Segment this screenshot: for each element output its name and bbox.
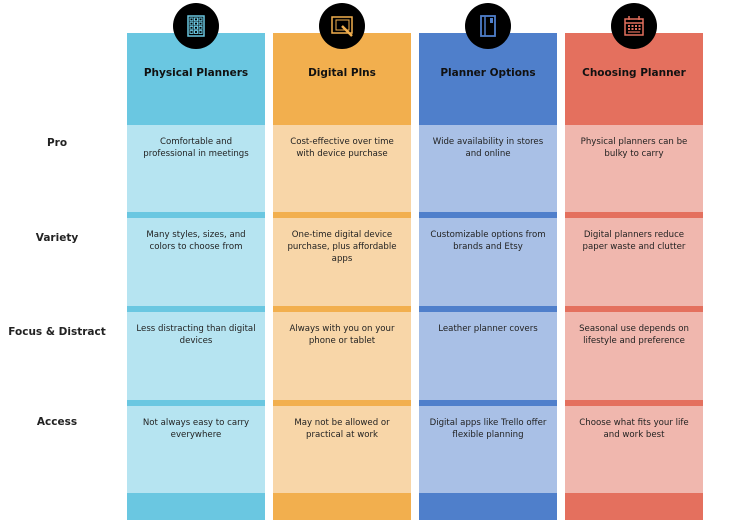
row-label-access: Access bbox=[36, 416, 78, 428]
row-divider bbox=[419, 400, 557, 406]
cell-text: Physical planners can be bulky to carry bbox=[580, 137, 688, 159]
table-cell: Choose what fits your life and work best bbox=[565, 406, 703, 493]
row-divider bbox=[273, 212, 411, 218]
column-physical-planners: Physical Planners Comfortable and profess… bbox=[127, 3, 265, 520]
cell-text: Less distracting than digital devices bbox=[136, 324, 256, 346]
row-divider bbox=[565, 400, 703, 406]
cell-text: Comfortable and professional in meetings bbox=[143, 137, 249, 159]
column-header: Physical Planners bbox=[127, 3, 265, 125]
row-divider bbox=[127, 212, 265, 218]
cell-text: Choose what fits your life and work best bbox=[579, 418, 689, 440]
column-choosing-planner: Choosing Planner Physical planners can be… bbox=[565, 3, 703, 520]
table-cell: Leather planner covers bbox=[419, 312, 557, 400]
notebook-icon bbox=[480, 15, 496, 37]
cell-text: Wide availability in stores and online bbox=[432, 137, 544, 159]
cell-text: Customizable options from brands and Ets… bbox=[430, 230, 546, 252]
row-divider bbox=[419, 212, 557, 218]
row-divider bbox=[419, 306, 557, 312]
calendar-icon bbox=[624, 16, 644, 36]
cell-text: Not always easy to carry everywhere bbox=[142, 418, 250, 440]
table-cell: One-time digital device purchase, plus a… bbox=[273, 218, 411, 306]
column-footer bbox=[419, 493, 557, 520]
row-divider bbox=[127, 400, 265, 406]
table-cell: Wide availability in stores and online bbox=[419, 125, 557, 212]
column-header: Planner Options bbox=[419, 3, 557, 125]
cell-text: Seasonal use depends on lifestyle and pr… bbox=[579, 324, 689, 346]
row-divider bbox=[273, 400, 411, 406]
table-cell: Seasonal use depends on lifestyle and pr… bbox=[565, 312, 703, 400]
cell-text: Many styles, sizes, and colors to choose… bbox=[146, 230, 246, 252]
column-planner-options: Planner Options Wide availability in stor… bbox=[419, 3, 557, 520]
table-cell: Not always easy to carry everywhere bbox=[127, 406, 265, 493]
row-divider bbox=[565, 306, 703, 312]
column-header: Digital Plns bbox=[273, 3, 411, 125]
table-cell: Many styles, sizes, and colors to choose… bbox=[127, 218, 265, 306]
column-title: Choosing Planner bbox=[582, 67, 686, 79]
cell-text: Leather planner covers bbox=[438, 324, 538, 334]
table-cell: Comfortable and professional in meetings bbox=[127, 125, 265, 212]
row-divider bbox=[127, 306, 265, 312]
table-cell: Cost-effective over time with device pur… bbox=[273, 125, 411, 212]
table-cell: Always with you on your phone or tablet bbox=[273, 312, 411, 400]
row-label-variety: Variety bbox=[35, 232, 79, 244]
cell-text: Digital planners reduce paper waste and … bbox=[582, 230, 686, 252]
row-divider bbox=[565, 212, 703, 218]
table-cell: Less distracting than digital devices bbox=[127, 312, 265, 400]
drawing-tablet-icon bbox=[331, 16, 353, 37]
column-footer bbox=[565, 493, 703, 520]
cell-text: Cost-effective over time with device pur… bbox=[290, 137, 394, 159]
icon-badge bbox=[319, 3, 365, 49]
row-label-pro: Pro bbox=[46, 137, 68, 149]
column-footer bbox=[127, 493, 265, 520]
column-footer bbox=[273, 493, 411, 520]
column-digital-plns: Digital Plns Cost-effective over time wit… bbox=[273, 3, 411, 520]
table-cell: May not be allowed or practical at work bbox=[273, 406, 411, 493]
cell-text: May not be allowed or practical at work bbox=[294, 418, 390, 440]
column-title: Digital Plns bbox=[308, 67, 376, 79]
cell-text: Digital apps like Trello offer flexible … bbox=[429, 418, 547, 440]
column-title: Planner Options bbox=[440, 67, 536, 79]
icon-badge bbox=[173, 3, 219, 49]
table-cell: Customizable options from brands and Ets… bbox=[419, 218, 557, 306]
icon-badge bbox=[611, 3, 657, 49]
table-cell: Digital planners reduce paper waste and … bbox=[565, 218, 703, 306]
column-title: Physical Planners bbox=[143, 67, 249, 79]
row-label-focus: Focus & Distract bbox=[8, 326, 106, 338]
table-cell: Physical planners can be bulky to carry bbox=[565, 125, 703, 212]
cell-text: Always with you on your phone or tablet bbox=[289, 324, 395, 346]
row-divider bbox=[273, 306, 411, 312]
building-icon bbox=[187, 15, 205, 37]
cell-text: One-time digital device purchase, plus a… bbox=[287, 230, 397, 264]
icon-badge bbox=[465, 3, 511, 49]
table-cell: Digital apps like Trello offer flexible … bbox=[419, 406, 557, 493]
column-header: Choosing Planner bbox=[565, 3, 703, 125]
